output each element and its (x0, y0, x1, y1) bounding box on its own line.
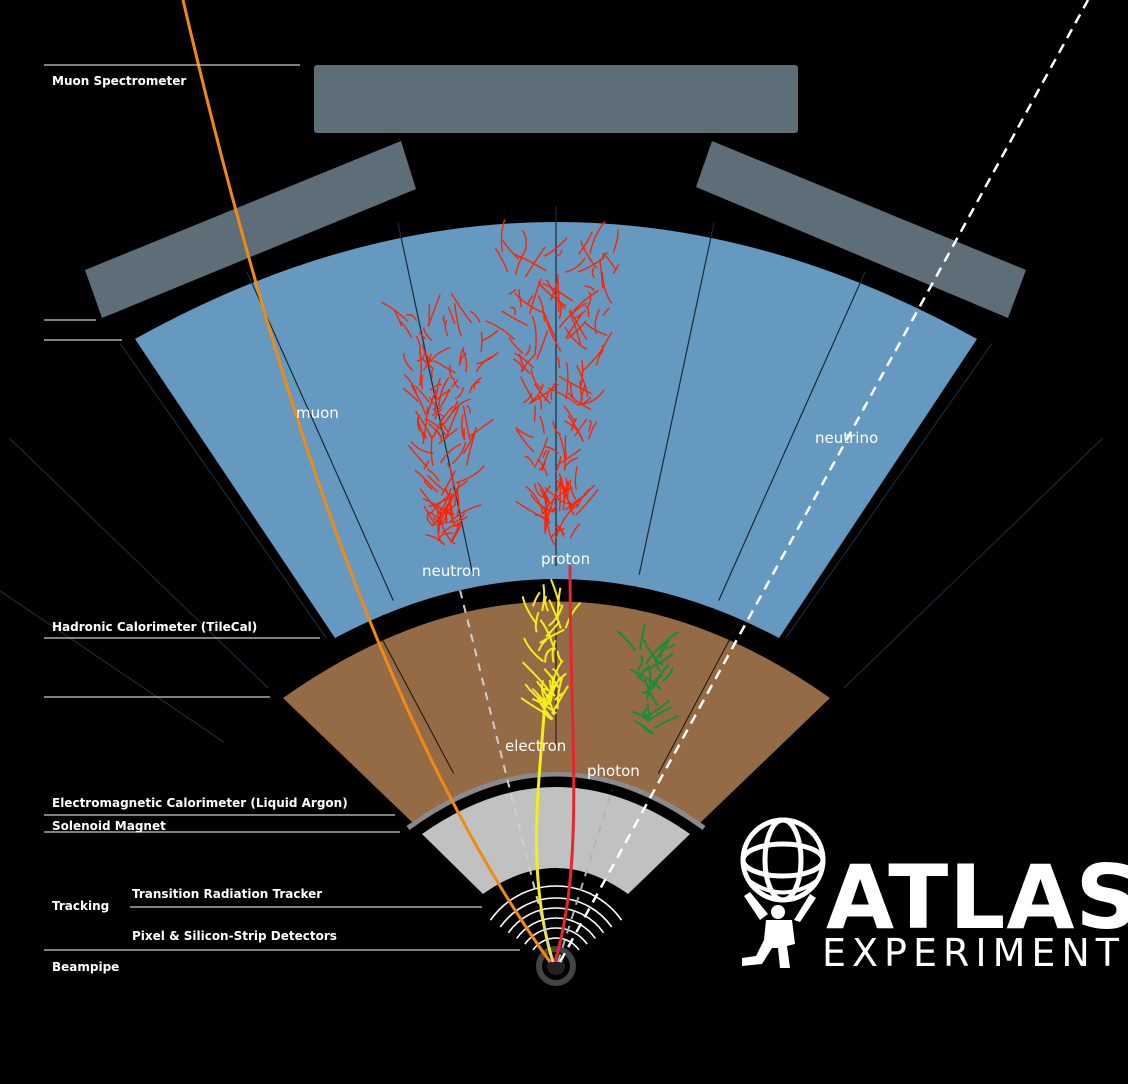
label-solenoid: Solenoid Magnet (52, 819, 166, 833)
label-em-calorimeter: Electromagnetic Calorimeter (Liquid Argo… (52, 796, 348, 810)
muon-chamber-top (314, 65, 798, 133)
neutron-shower-fragment (481, 332, 482, 352)
electron-shower-fragment (550, 680, 551, 688)
atlas-figure-icon (742, 820, 823, 968)
label-trt: Transition Radiation Tracker (132, 887, 322, 901)
label-muon-spectrometer: Muon Spectrometer (52, 74, 186, 88)
tracker (422, 787, 690, 956)
neutron-label: neutron (422, 562, 481, 580)
electron-label: electron (505, 737, 566, 755)
electron-shower-fragment (542, 584, 544, 611)
label-tracking: Tracking (52, 899, 109, 913)
label-beampipe: Beampipe (52, 960, 119, 974)
trt-wedge (422, 787, 690, 894)
hadronic-divider (0, 541, 224, 742)
proton-label: proton (541, 550, 590, 568)
proton-shower-fragment (560, 483, 561, 511)
atlas-logo: ATLAS EXPERIMENT (742, 820, 1128, 975)
label-hadronic-calorimeter: Hadronic Calorimeter (TileCal) (52, 620, 257, 634)
photon-label: photon (587, 762, 640, 780)
muon-label: muon (296, 404, 339, 422)
label-pixel: Pixel & Silicon-Strip Detectors (132, 929, 337, 943)
logo-experiment-text: EXPERIMENT (822, 931, 1125, 975)
neutrino-label: neutrino (815, 429, 878, 447)
